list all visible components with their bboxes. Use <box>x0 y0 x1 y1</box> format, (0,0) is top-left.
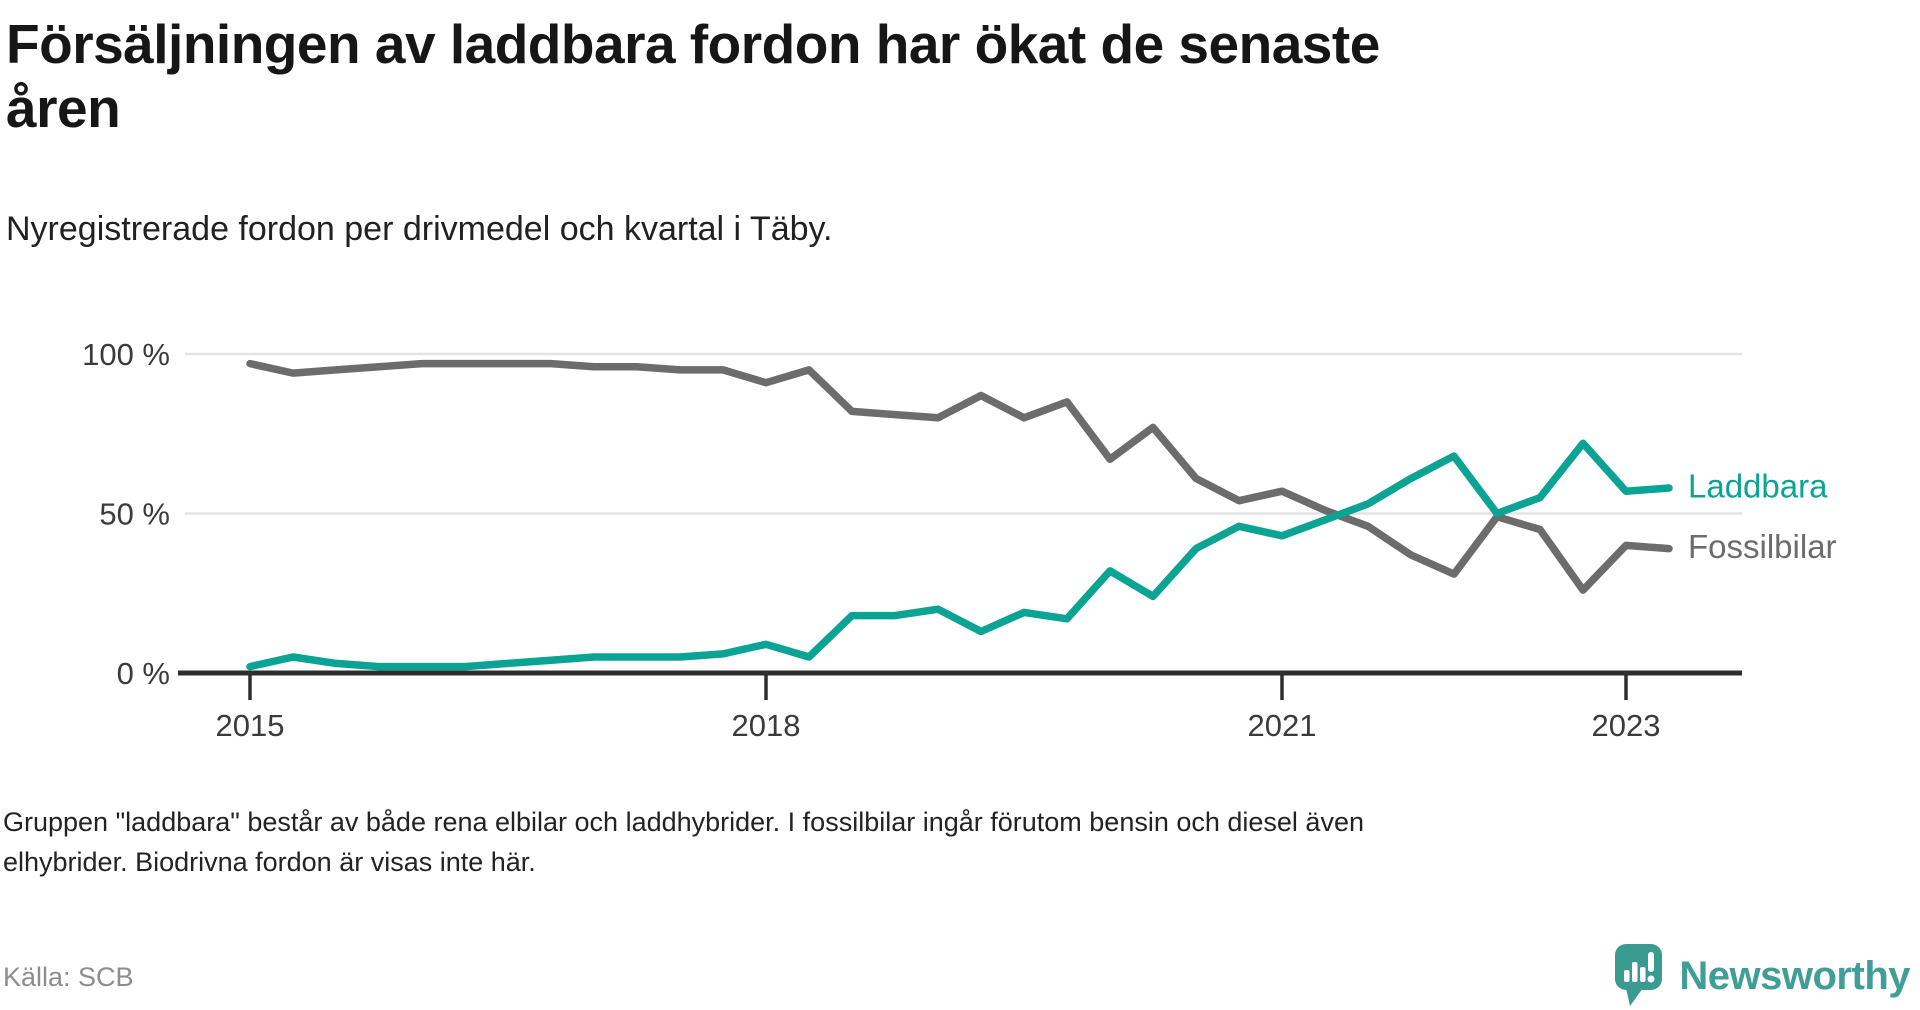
series-label-fossilbilar: Fossilbilar <box>1688 528 1837 565</box>
x-tick-label: 2021 <box>1248 708 1317 743</box>
x-tick-label: 2023 <box>1592 708 1661 743</box>
y-tick-label: 50 % <box>99 496 170 531</box>
y-tick-label: 100 % <box>82 337 170 372</box>
title-line-1: Försäljningen av laddbara fordon har öka… <box>6 13 1380 75</box>
page-title: Försäljningen av laddbara fordon har öka… <box>6 12 1866 140</box>
footnote-line-1: Gruppen "laddbara" består av både rena e… <box>3 807 1364 837</box>
footnote-line-2: elhybrider. Biodrivna fordon är visas in… <box>3 847 536 877</box>
chart-footnote: Gruppen "laddbara" består av både rena e… <box>3 802 1523 882</box>
series-line-laddbara <box>246 439 1673 671</box>
source-label: Källa: SCB <box>3 962 134 992</box>
speech-bubble-bar-chart-exclamation-icon <box>1615 944 1663 1006</box>
series-line-fossilbilar <box>246 359 1673 594</box>
title-line-2: åren <box>6 77 121 139</box>
brand-logo: Newsworthy <box>1615 944 1910 1008</box>
x-tick-label: 2015 <box>216 708 285 743</box>
brand-name: Newsworthy <box>1679 953 1910 998</box>
y-tick-label: 0 % <box>117 656 170 691</box>
chart-subtitle: Nyregistrerade fordon per drivmedel och … <box>6 210 833 248</box>
series-label-laddbara: Laddbara <box>1688 468 1828 505</box>
x-tick-label: 2018 <box>732 708 801 743</box>
